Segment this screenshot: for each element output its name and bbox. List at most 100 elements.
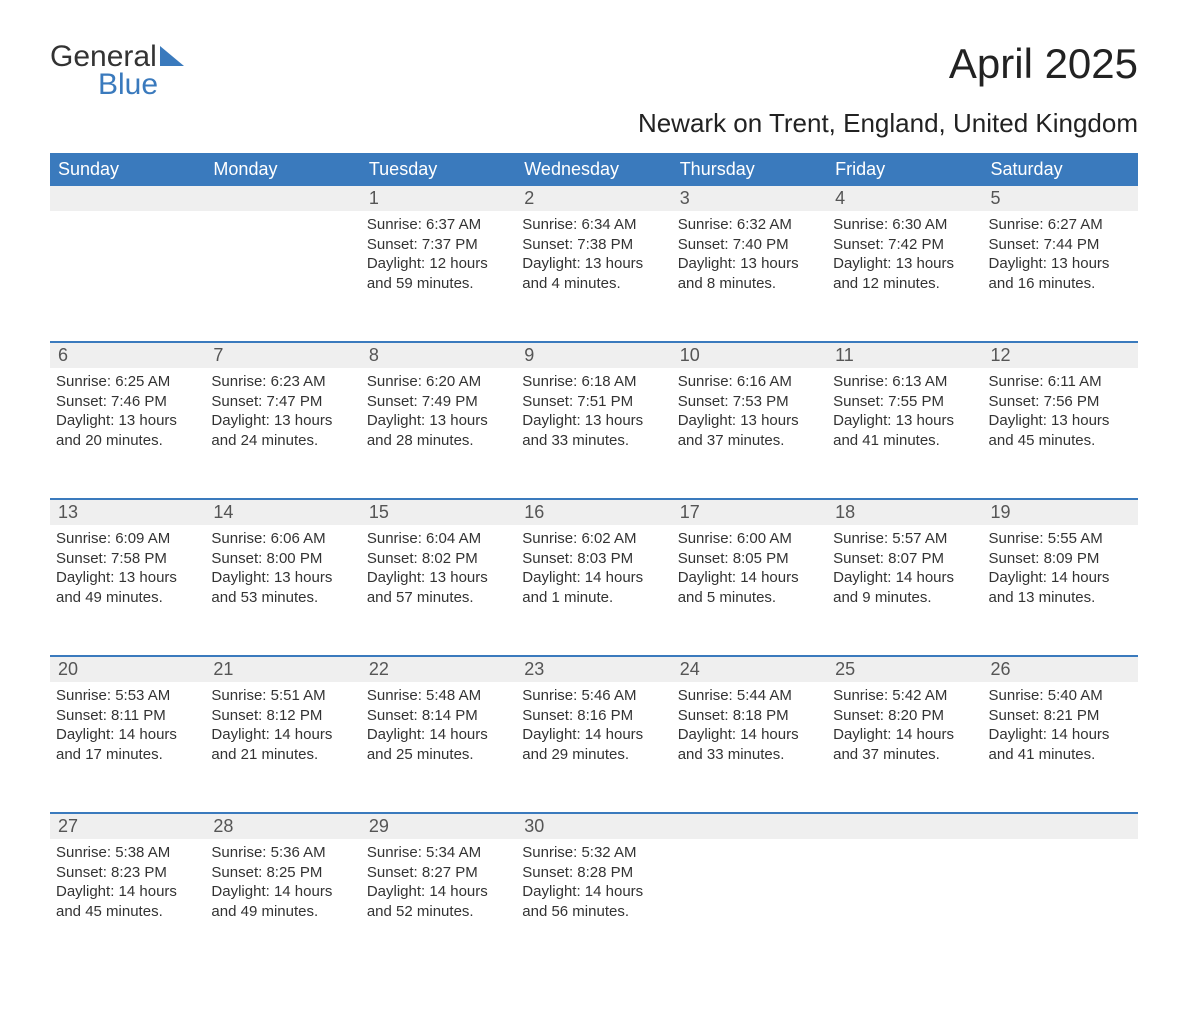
sunrise-line: Sunrise: 5:32 AM	[522, 843, 665, 863]
daylight-line: Daylight: 13 hours and 57 minutes.	[367, 568, 510, 607]
day-details: Sunrise: 5:53 AMSunset: 8:11 PMDaylight:…	[50, 682, 205, 782]
daylight-line: Daylight: 13 hours and 20 minutes.	[56, 411, 199, 450]
sunset-line: Sunset: 8:18 PM	[678, 706, 821, 726]
day-details: Sunrise: 6:34 AMSunset: 7:38 PMDaylight:…	[516, 211, 671, 311]
sunset-line: Sunset: 8:28 PM	[522, 863, 665, 883]
sunset-line: Sunset: 8:00 PM	[211, 549, 354, 569]
calendar-table: SundayMondayTuesdayWednesdayThursdayFrid…	[50, 153, 1138, 969]
sunrise-line: Sunrise: 5:40 AM	[989, 686, 1132, 706]
day-number-cell: 21	[205, 656, 360, 682]
sunset-line: Sunset: 8:12 PM	[211, 706, 354, 726]
sunset-line: Sunset: 7:42 PM	[833, 235, 976, 255]
day-content-cell: Sunrise: 5:40 AMSunset: 8:21 PMDaylight:…	[983, 682, 1138, 813]
day-content-cell: Sunrise: 5:46 AMSunset: 8:16 PMDaylight:…	[516, 682, 671, 813]
weekday-header: Friday	[827, 153, 982, 186]
day-details: Sunrise: 6:23 AMSunset: 7:47 PMDaylight:…	[205, 368, 360, 468]
day-details: Sunrise: 6:06 AMSunset: 8:00 PMDaylight:…	[205, 525, 360, 625]
sunset-line: Sunset: 8:14 PM	[367, 706, 510, 726]
daylight-line: Daylight: 14 hours and 45 minutes.	[56, 882, 199, 921]
sunset-line: Sunset: 8:11 PM	[56, 706, 199, 726]
sunrise-line: Sunrise: 6:11 AM	[989, 372, 1132, 392]
month-title: April 2025	[949, 40, 1138, 88]
logo-text-blue: Blue	[98, 68, 188, 102]
sunrise-line: Sunrise: 6:13 AM	[833, 372, 976, 392]
sunrise-line: Sunrise: 5:38 AM	[56, 843, 199, 863]
day-number-cell: 7	[205, 342, 360, 368]
daylight-line: Daylight: 13 hours and 28 minutes.	[367, 411, 510, 450]
day-details: Sunrise: 5:48 AMSunset: 8:14 PMDaylight:…	[361, 682, 516, 782]
day-content-cell: Sunrise: 6:00 AMSunset: 8:05 PMDaylight:…	[672, 525, 827, 656]
day-content-row: Sunrise: 6:25 AMSunset: 7:46 PMDaylight:…	[50, 368, 1138, 499]
daylight-line: Daylight: 13 hours and 49 minutes.	[56, 568, 199, 607]
day-details: Sunrise: 5:57 AMSunset: 8:07 PMDaylight:…	[827, 525, 982, 625]
sunset-line: Sunset: 8:27 PM	[367, 863, 510, 883]
day-content-cell	[983, 839, 1138, 969]
day-details: Sunrise: 6:20 AMSunset: 7:49 PMDaylight:…	[361, 368, 516, 468]
daylight-line: Daylight: 14 hours and 25 minutes.	[367, 725, 510, 764]
day-number-cell: 6	[50, 342, 205, 368]
day-details: Sunrise: 6:09 AMSunset: 7:58 PMDaylight:…	[50, 525, 205, 625]
day-number-cell: 2	[516, 186, 671, 211]
daylight-line: Daylight: 14 hours and 52 minutes.	[367, 882, 510, 921]
day-content-cell	[205, 211, 360, 342]
sunrise-line: Sunrise: 5:51 AM	[211, 686, 354, 706]
day-content-cell: Sunrise: 6:32 AMSunset: 7:40 PMDaylight:…	[672, 211, 827, 342]
sunrise-line: Sunrise: 6:34 AM	[522, 215, 665, 235]
sunrise-line: Sunrise: 5:42 AM	[833, 686, 976, 706]
day-number-cell: 17	[672, 499, 827, 525]
day-content-cell: Sunrise: 5:48 AMSunset: 8:14 PMDaylight:…	[361, 682, 516, 813]
sunset-line: Sunset: 7:56 PM	[989, 392, 1132, 412]
sunrise-line: Sunrise: 5:36 AM	[211, 843, 354, 863]
day-content-cell: Sunrise: 5:53 AMSunset: 8:11 PMDaylight:…	[50, 682, 205, 813]
day-content-cell: Sunrise: 6:16 AMSunset: 7:53 PMDaylight:…	[672, 368, 827, 499]
sunset-line: Sunset: 7:47 PM	[211, 392, 354, 412]
sunrise-line: Sunrise: 5:57 AM	[833, 529, 976, 549]
day-content-row: Sunrise: 6:37 AMSunset: 7:37 PMDaylight:…	[50, 211, 1138, 342]
day-content-cell: Sunrise: 6:06 AMSunset: 8:00 PMDaylight:…	[205, 525, 360, 656]
day-number-cell: 8	[361, 342, 516, 368]
day-number-cell: 13	[50, 499, 205, 525]
day-content-cell: Sunrise: 6:37 AMSunset: 7:37 PMDaylight:…	[361, 211, 516, 342]
sunset-line: Sunset: 7:44 PM	[989, 235, 1132, 255]
day-content-cell: Sunrise: 5:44 AMSunset: 8:18 PMDaylight:…	[672, 682, 827, 813]
day-number-cell: 30	[516, 813, 671, 839]
day-content-row: Sunrise: 5:38 AMSunset: 8:23 PMDaylight:…	[50, 839, 1138, 969]
day-content-cell: Sunrise: 6:27 AMSunset: 7:44 PMDaylight:…	[983, 211, 1138, 342]
daylight-line: Daylight: 13 hours and 37 minutes.	[678, 411, 821, 450]
daylight-line: Daylight: 14 hours and 41 minutes.	[989, 725, 1132, 764]
day-number-cell: 5	[983, 186, 1138, 211]
daylight-line: Daylight: 12 hours and 59 minutes.	[367, 254, 510, 293]
day-number-cell: 22	[361, 656, 516, 682]
sunrise-line: Sunrise: 6:20 AM	[367, 372, 510, 392]
day-content-cell: Sunrise: 5:42 AMSunset: 8:20 PMDaylight:…	[827, 682, 982, 813]
day-content-cell: Sunrise: 5:38 AMSunset: 8:23 PMDaylight:…	[50, 839, 205, 969]
day-details: Sunrise: 6:02 AMSunset: 8:03 PMDaylight:…	[516, 525, 671, 625]
day-number-cell	[672, 813, 827, 839]
day-content-cell: Sunrise: 6:25 AMSunset: 7:46 PMDaylight:…	[50, 368, 205, 499]
sunrise-line: Sunrise: 6:06 AM	[211, 529, 354, 549]
day-content-cell: Sunrise: 6:04 AMSunset: 8:02 PMDaylight:…	[361, 525, 516, 656]
day-details: Sunrise: 5:32 AMSunset: 8:28 PMDaylight:…	[516, 839, 671, 939]
daylight-line: Daylight: 14 hours and 13 minutes.	[989, 568, 1132, 607]
daylight-line: Daylight: 13 hours and 4 minutes.	[522, 254, 665, 293]
daylight-line: Daylight: 14 hours and 1 minute.	[522, 568, 665, 607]
day-details: Sunrise: 6:18 AMSunset: 7:51 PMDaylight:…	[516, 368, 671, 468]
day-content-cell: Sunrise: 6:18 AMSunset: 7:51 PMDaylight:…	[516, 368, 671, 499]
daylight-line: Daylight: 14 hours and 37 minutes.	[833, 725, 976, 764]
daylight-line: Daylight: 14 hours and 33 minutes.	[678, 725, 821, 764]
sunrise-line: Sunrise: 6:27 AM	[989, 215, 1132, 235]
day-number-cell: 26	[983, 656, 1138, 682]
weekday-header: Wednesday	[516, 153, 671, 186]
day-number-cell	[205, 186, 360, 211]
daylight-line: Daylight: 13 hours and 53 minutes.	[211, 568, 354, 607]
weekday-header: Thursday	[672, 153, 827, 186]
sunrise-line: Sunrise: 6:25 AM	[56, 372, 199, 392]
sunset-line: Sunset: 8:05 PM	[678, 549, 821, 569]
day-details: Sunrise: 6:27 AMSunset: 7:44 PMDaylight:…	[983, 211, 1138, 311]
day-content-row: Sunrise: 6:09 AMSunset: 7:58 PMDaylight:…	[50, 525, 1138, 656]
sunrise-line: Sunrise: 5:48 AM	[367, 686, 510, 706]
day-number-cell: 3	[672, 186, 827, 211]
day-content-cell: Sunrise: 5:36 AMSunset: 8:25 PMDaylight:…	[205, 839, 360, 969]
day-number-row: 27282930	[50, 813, 1138, 839]
day-content-cell: Sunrise: 6:09 AMSunset: 7:58 PMDaylight:…	[50, 525, 205, 656]
